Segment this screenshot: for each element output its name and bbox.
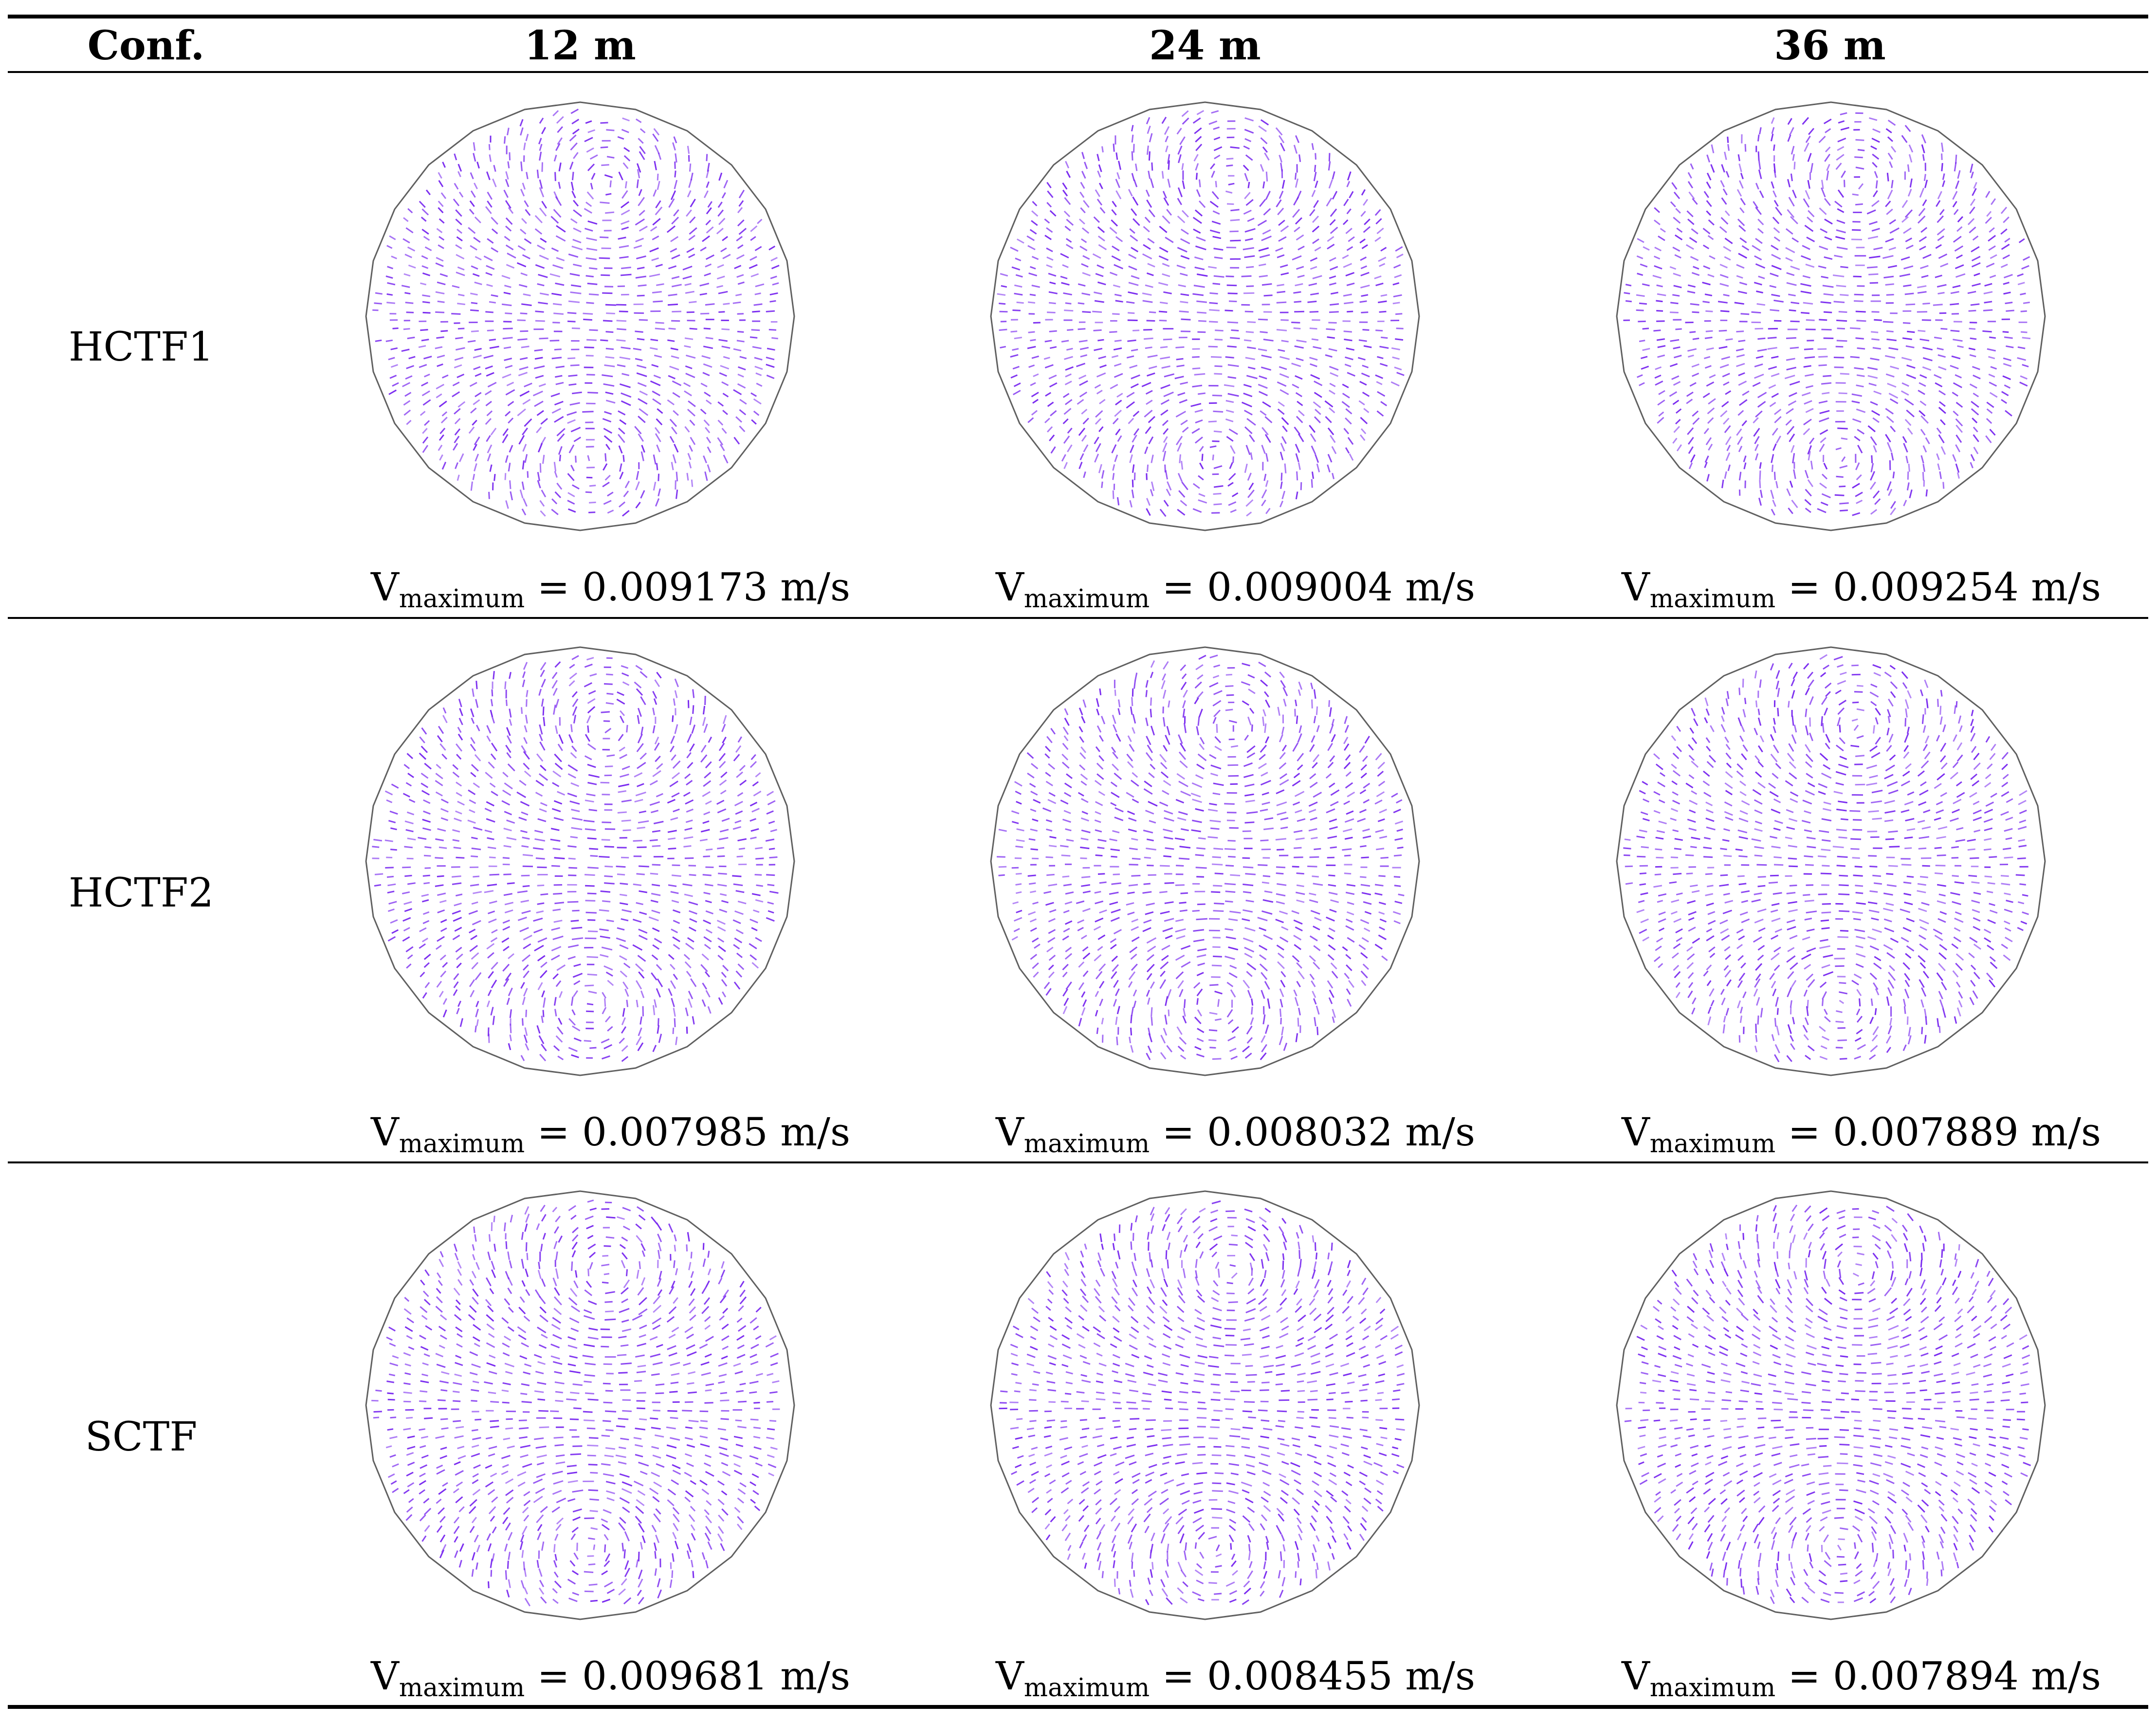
vector-field-hctf1-12m: [365, 101, 795, 531]
plot-boundary: [365, 1190, 795, 1620]
header-bottom-rule: [8, 71, 2148, 73]
plot-boundary: [365, 646, 795, 1076]
vector-field-sctf-24m: [990, 1190, 1420, 1620]
velocity-symbol: V: [1622, 564, 1650, 610]
velocity-subscript: maximum: [1649, 1129, 1776, 1159]
velocity-symbol: V: [1622, 1653, 1650, 1699]
velocity-vectors: [371, 1199, 780, 1607]
caption-hctf2-36m: Vmaximum = 0.007889 m/s: [1622, 1109, 2101, 1159]
plot-boundary: [990, 101, 1420, 531]
caption-sctf-12m: Vmaximum = 0.009681 m/s: [371, 1653, 850, 1703]
plot-boundary: [1616, 1190, 2046, 1620]
max-velocity-value: = 0.009254 m/s: [1775, 564, 2101, 610]
row-label-hctf1: HCTF1: [68, 324, 214, 370]
vector-field-hctf2-24m: [990, 646, 1420, 1076]
velocity-symbol: V: [371, 1653, 399, 1699]
velocity-vectors: [372, 655, 779, 1062]
velocity-subscript: maximum: [1649, 1673, 1776, 1703]
velocity-vectors: [997, 110, 1405, 517]
velocity-vectors: [372, 109, 780, 517]
velocity-symbol: V: [1622, 1109, 1650, 1155]
velocity-subscript: maximum: [1649, 584, 1776, 614]
max-velocity-value: = 0.008032 m/s: [1150, 1109, 1476, 1155]
vector-field-hctf1-24m: [990, 101, 1420, 531]
plot-boundary: [990, 1190, 1420, 1620]
velocity-symbol: V: [996, 1653, 1024, 1699]
caption-hctf1-36m: Vmaximum = 0.009254 m/s: [1622, 564, 2101, 614]
caption-hctf2-24m: Vmaximum = 0.008032 m/s: [996, 1109, 1475, 1159]
max-velocity-value: = 0.009681 m/s: [525, 1653, 851, 1699]
row-divider-1: [8, 617, 2148, 619]
velocity-subscript: maximum: [1023, 1673, 1150, 1703]
table-top-rule: [8, 15, 2148, 18]
header-col-36m: 36 m: [1774, 22, 1886, 69]
vector-field-hctf2-12m: [365, 646, 795, 1076]
caption-hctf2-12m: Vmaximum = 0.007985 m/s: [371, 1109, 850, 1159]
velocity-vectors: [1623, 112, 2031, 516]
caption-hctf1-24m: Vmaximum = 0.009004 m/s: [996, 564, 1475, 614]
velocity-symbol: V: [996, 1109, 1024, 1155]
velocity-subscript: maximum: [399, 1129, 525, 1159]
velocity-subscript: maximum: [399, 584, 525, 614]
header-col-24m: 24 m: [1149, 22, 1261, 69]
velocity-vectors: [1623, 654, 2029, 1063]
row-label-hctf2: HCTF2: [68, 870, 214, 916]
vector-field-sctf-12m: [365, 1190, 795, 1620]
velocity-subscript: maximum: [1023, 1129, 1150, 1159]
max-velocity-value: = 0.008455 m/s: [1150, 1653, 1476, 1699]
velocity-symbol: V: [371, 1109, 399, 1155]
table-bottom-rule: [8, 1705, 2148, 1709]
caption-sctf-36m: Vmaximum = 0.007894 m/s: [1622, 1653, 2101, 1703]
vector-field-hctf1-36m: [1616, 101, 2046, 531]
velocity-vectors: [996, 654, 1405, 1060]
header-conf: Conf.: [87, 22, 205, 69]
row-label-sctf: SCTF: [85, 1414, 198, 1460]
row-divider-2: [8, 1161, 2148, 1163]
plot-boundary: [990, 646, 1420, 1076]
max-velocity-value: = 0.007985 m/s: [525, 1109, 851, 1155]
max-velocity-value: = 0.007894 m/s: [1775, 1653, 2101, 1699]
max-velocity-value: = 0.009173 m/s: [525, 564, 851, 610]
velocity-symbol: V: [371, 564, 399, 610]
velocity-subscript: maximum: [1023, 584, 1150, 614]
plot-boundary: [1616, 101, 2046, 531]
plot-boundary: [1616, 646, 2046, 1076]
plot-boundary: [365, 101, 795, 531]
velocity-vectors: [999, 1200, 1405, 1606]
caption-hctf1-12m: Vmaximum = 0.009173 m/s: [371, 564, 850, 614]
velocity-vectors: [1624, 1204, 2031, 1604]
vector-field-hctf2-36m: [1616, 646, 2046, 1076]
vector-field-sctf-36m: [1616, 1190, 2046, 1620]
velocity-symbol: V: [996, 564, 1024, 610]
max-velocity-value: = 0.007889 m/s: [1775, 1109, 2101, 1155]
caption-sctf-24m: Vmaximum = 0.008455 m/s: [996, 1653, 1475, 1703]
max-velocity-value: = 0.009004 m/s: [1150, 564, 1476, 610]
header-col-12m: 12 m: [524, 22, 636, 69]
velocity-subscript: maximum: [399, 1673, 525, 1703]
